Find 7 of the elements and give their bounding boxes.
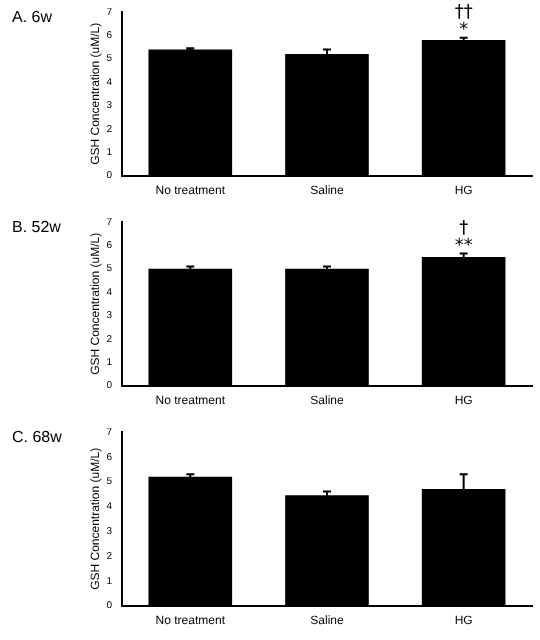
annotation: †† bbox=[454, 3, 474, 24]
chart-title: A. 6w bbox=[12, 8, 53, 26]
annotation: † bbox=[459, 219, 470, 240]
annotation: ** bbox=[454, 237, 474, 258]
annotation: * bbox=[459, 21, 470, 42]
chart-title: B. 52w bbox=[12, 218, 61, 236]
chart-title: C. 68w bbox=[12, 428, 62, 446]
